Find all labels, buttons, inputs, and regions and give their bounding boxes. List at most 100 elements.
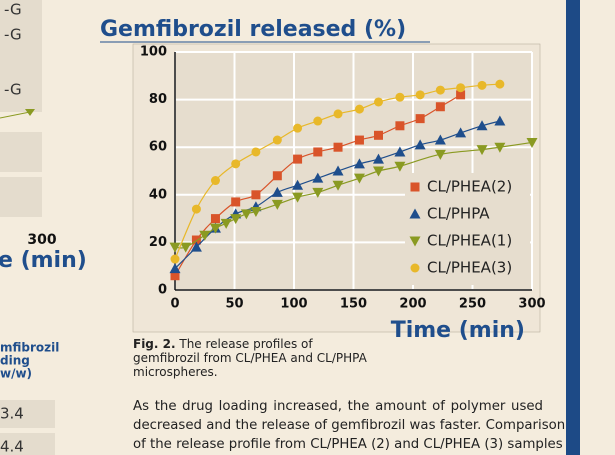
legend-marker	[409, 236, 421, 247]
marker	[209, 223, 221, 234]
marker	[231, 197, 241, 207]
left-curve	[0, 111, 31, 119]
marker	[199, 230, 211, 241]
left-legend: -G	[4, 26, 22, 44]
marker	[415, 90, 425, 100]
left-header: mfibrozil	[0, 341, 59, 355]
body-line: decreased and the release of gemfibrozil…	[133, 418, 566, 433]
marker	[477, 80, 487, 90]
marker	[272, 135, 282, 145]
legend-box	[405, 173, 530, 285]
caption-text: The release profiles of gemfibrozil from…	[133, 337, 367, 379]
left-marker	[25, 109, 35, 116]
left-header: w/w)	[0, 367, 32, 381]
marker	[414, 139, 426, 150]
marker	[332, 165, 344, 176]
marker	[271, 186, 283, 197]
marker	[293, 123, 303, 133]
marker	[372, 153, 384, 164]
marker	[476, 120, 488, 131]
legend-label: CL/PHEA(2)	[427, 178, 512, 196]
marker	[353, 173, 365, 184]
left-legend: -G	[4, 1, 22, 19]
legend-marker	[410, 263, 420, 273]
marker	[170, 254, 180, 264]
x-tick-label: 200	[399, 297, 426, 312]
left-cell-text: 4.4	[0, 438, 24, 455]
left-cell-text: 3.4	[0, 405, 24, 423]
marker	[372, 166, 384, 177]
marker	[333, 142, 343, 152]
marker	[353, 158, 365, 169]
marker	[332, 180, 344, 191]
caption: Fig. 2. The release profiles of gemfibro…	[133, 337, 383, 379]
marker	[494, 115, 506, 126]
marker	[312, 187, 324, 198]
marker	[240, 209, 252, 220]
marker	[313, 116, 323, 126]
marker	[455, 127, 467, 138]
marker	[435, 102, 445, 112]
marker	[395, 92, 405, 102]
marker	[293, 154, 303, 164]
marker	[191, 204, 201, 214]
y-tick-label: 20	[149, 235, 167, 250]
marker	[435, 85, 445, 95]
marker	[169, 242, 181, 253]
x-tick-label: 0	[170, 297, 179, 312]
x-tick-label: 100	[280, 297, 307, 312]
marker	[312, 172, 324, 183]
y-tick-label: 100	[140, 45, 167, 60]
x-axis-label: Time (min)	[391, 318, 525, 343]
body-line: As the drug loading increased, the amoun…	[133, 399, 543, 414]
x-tick-label: 300	[518, 297, 545, 312]
marker	[456, 83, 466, 93]
left-tick: 300	[27, 232, 56, 248]
left-header: ding	[0, 354, 30, 368]
marker	[354, 104, 364, 114]
marker	[272, 171, 282, 181]
marker	[191, 235, 201, 245]
marker	[333, 109, 343, 119]
left-cell	[0, 433, 55, 455]
y-tick-label: 60	[149, 140, 167, 155]
marker	[354, 135, 364, 145]
marker	[210, 176, 220, 186]
left-box	[0, 132, 42, 172]
marker	[251, 190, 261, 200]
legend-label: CL/PHEA(1)	[427, 232, 512, 250]
legend-label: CL/PHPA	[427, 205, 490, 223]
body-line: of the release profile from CL/PHEA (2) …	[133, 437, 563, 452]
marker	[190, 241, 202, 252]
side-bar	[566, 0, 580, 455]
marker	[250, 206, 262, 217]
marker	[210, 214, 220, 224]
marker	[415, 114, 425, 124]
x-tick-label: 150	[340, 297, 367, 312]
marker	[434, 134, 446, 145]
chart-title: Gemfibrozil released (%)	[100, 17, 406, 42]
marker	[373, 130, 383, 140]
marker	[395, 121, 405, 131]
caption-label: Fig. 2.	[133, 337, 176, 351]
x-tick-label: 50	[225, 297, 243, 312]
marker	[476, 145, 488, 156]
marker	[251, 147, 261, 157]
marker	[230, 214, 242, 225]
y-tick-label: 80	[149, 92, 167, 107]
marker	[180, 242, 192, 253]
body-text: As the drug loading increased, the amoun…	[133, 397, 566, 454]
marker	[169, 263, 181, 274]
y-tick-label: 40	[149, 187, 167, 202]
left-legend: -G	[4, 81, 22, 99]
marker	[394, 146, 406, 157]
plot: 0 50 100 150 200 250 300 0 20 40 60 80 100 CL/PHEA(2)…	[140, 45, 546, 312]
marker	[313, 147, 323, 157]
marker	[394, 161, 406, 172]
left-panel	[0, 0, 42, 112]
legend-marker	[410, 182, 420, 192]
marker	[494, 142, 506, 153]
legend-marker	[409, 208, 421, 219]
